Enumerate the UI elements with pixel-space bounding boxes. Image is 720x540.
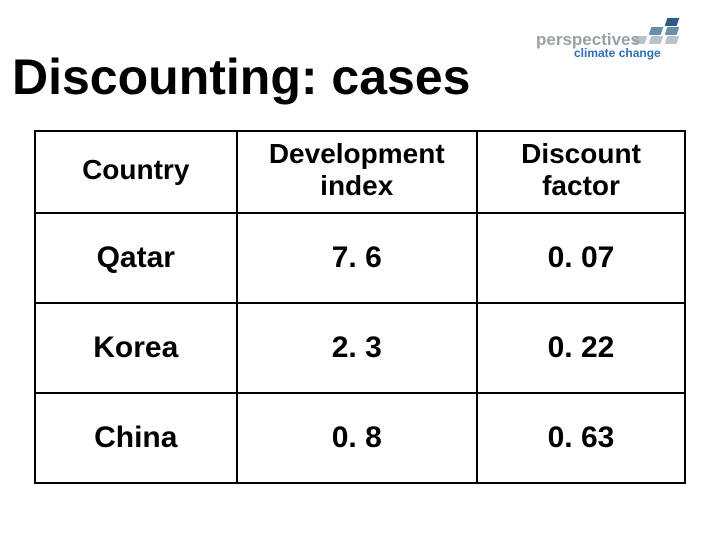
logo-text-line2: climate change <box>574 46 661 60</box>
logo-bar <box>649 27 664 35</box>
table-cell: 0. 07 <box>477 213 685 303</box>
table-header-row: Country Development index Discount facto… <box>35 131 685 213</box>
logo-bar <box>665 27 680 35</box>
table-row: Korea 2. 3 0. 22 <box>35 303 685 393</box>
table-header-cell: Discount factor <box>477 131 685 213</box>
table-header-cell: Country <box>35 131 237 213</box>
logo-bars-icon <box>634 14 694 44</box>
table-cell: 0. 63 <box>477 393 685 483</box>
table-cell: 2. 3 <box>237 303 478 393</box>
table-cell: Qatar <box>35 213 237 303</box>
logo-bar <box>665 36 680 44</box>
logo-bar <box>649 36 664 44</box>
table-cell: 0. 8 <box>237 393 478 483</box>
brand-logo: perspectives climate change <box>536 14 696 60</box>
table-cell: China <box>35 393 237 483</box>
table-cell: 0. 22 <box>477 303 685 393</box>
page-title: Discounting: cases <box>12 48 470 106</box>
table-cell: Korea <box>35 303 237 393</box>
data-table-container: Country Development index Discount facto… <box>34 130 686 484</box>
discounting-table: Country Development index Discount facto… <box>34 130 686 484</box>
logo-bar <box>665 18 680 26</box>
table-row: China 0. 8 0. 63 <box>35 393 685 483</box>
table-cell: 7. 6 <box>237 213 478 303</box>
table-row: Qatar 7. 6 0. 07 <box>35 213 685 303</box>
table-header-cell: Development index <box>237 131 478 213</box>
